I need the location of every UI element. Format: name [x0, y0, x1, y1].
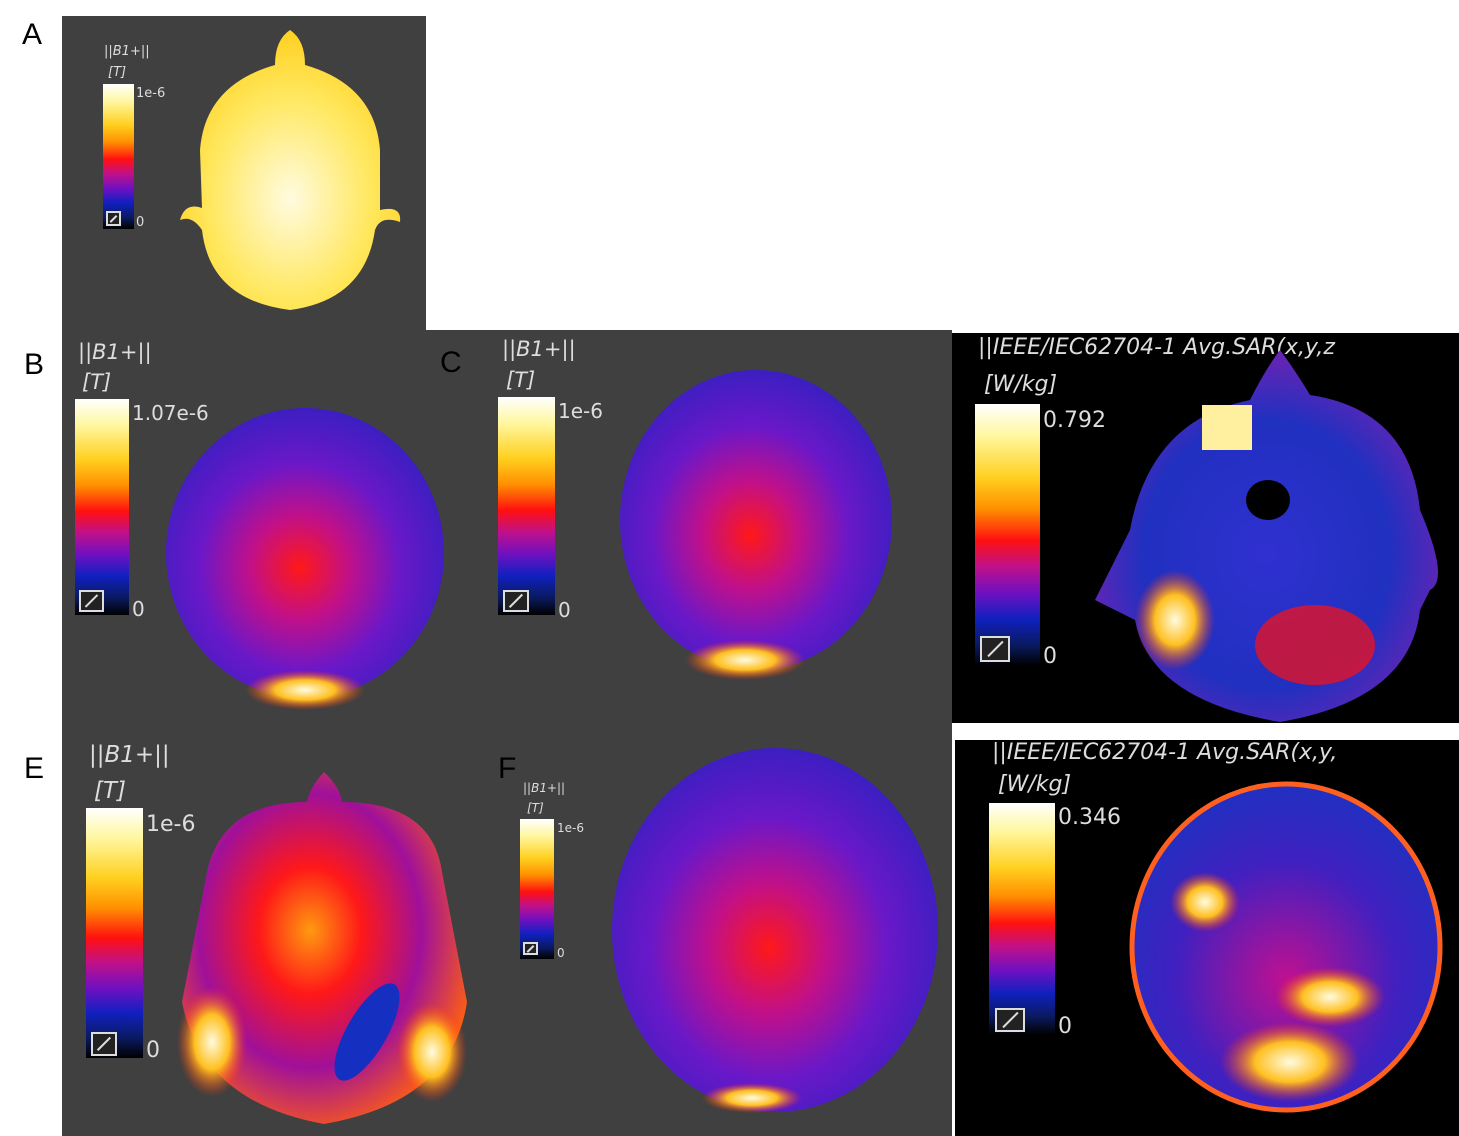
panel-e-head-map: [177, 772, 467, 1124]
colormap-settings-icon[interactable]: [980, 636, 1010, 662]
colormap-settings-icon[interactable]: [523, 942, 538, 955]
panel-c-head-map: [620, 370, 892, 680]
panel-e-title: ||B1+||: [89, 742, 170, 768]
panel-e-min-label: 0: [146, 1038, 160, 1063]
panel-label-c: C: [440, 346, 462, 379]
panel-d-unit: [W/kg]: [984, 372, 1058, 397]
panel-d-min-label: 0: [1043, 644, 1057, 669]
panel-a-colorbar: [103, 84, 134, 229]
panel-b-title: ||B1+||: [78, 340, 152, 364]
panel-a-max-label: 1e-6: [136, 86, 166, 101]
panel-c-title: ||B1+||: [502, 337, 576, 361]
colormap-settings-icon[interactable]: [79, 590, 104, 612]
panel-f-max-label: 1e-6: [557, 821, 584, 835]
panel-b-head-map: [166, 408, 444, 710]
panel-d-title: ||IEEE/IEC62704-1 Avg.SAR(x,y,z: [978, 335, 1335, 360]
panel-g-min-label: 0: [1058, 1014, 1072, 1039]
panel-e-unit: [T]: [94, 778, 126, 804]
panel-a-min-label: 0: [136, 215, 145, 230]
panel-f-unit: [T]: [527, 801, 544, 815]
panel-f-colorbar: [520, 819, 554, 959]
panel-f-min-label: 0: [557, 946, 565, 960]
panel-e-colorbar: [86, 808, 143, 1058]
panel-b-min-label: 0: [132, 597, 145, 621]
colormap-settings-icon[interactable]: [106, 211, 121, 226]
panel-label-d: D: [962, 348, 984, 381]
panel-label-g: G: [970, 755, 994, 788]
panel-g-head-map: [1129, 781, 1443, 1113]
panel-a-head-map: [180, 30, 401, 310]
colormap-settings-icon[interactable]: [503, 590, 529, 612]
panel-g-unit: [W/kg]: [998, 772, 1072, 797]
panel-label-f: F: [498, 752, 517, 785]
panel-b-colorbar: [75, 399, 129, 615]
panel-label-a: A: [22, 18, 43, 51]
panel-d-colorbar: [975, 404, 1040, 666]
colormap-settings-icon[interactable]: [995, 1008, 1025, 1032]
panel-g-title: ||IEEE/IEC62704-1 Avg.SAR(x,y,: [992, 740, 1338, 765]
colormap-settings-icon[interactable]: [91, 1032, 117, 1056]
panel-b-max-label: 1.07e-6: [132, 401, 209, 425]
panel-g-max-label: 0.346: [1058, 805, 1121, 830]
panel-f-title: ||B1+||: [523, 781, 566, 795]
panel-a-unit: [T]: [108, 65, 127, 80]
panel-a-title: ||B1+||: [104, 44, 150, 59]
panel-c-min-label: 0: [558, 598, 571, 622]
panel-e-max-label: 1e-6: [146, 812, 196, 837]
panel-d-max-label: 0.792: [1043, 408, 1106, 433]
panel-label-e: E: [24, 752, 45, 785]
panel-d-head-map: [1095, 350, 1438, 722]
panel-c-colorbar: [498, 397, 555, 615]
panel-b-unit: [T]: [82, 370, 112, 394]
panel-c-max-label: 1e-6: [558, 399, 603, 423]
panel-g-colorbar: [989, 803, 1055, 1035]
panel-c-unit: [T]: [506, 368, 536, 392]
panel-label-b: B: [24, 348, 45, 381]
panel-f-head-map: [612, 748, 938, 1113]
